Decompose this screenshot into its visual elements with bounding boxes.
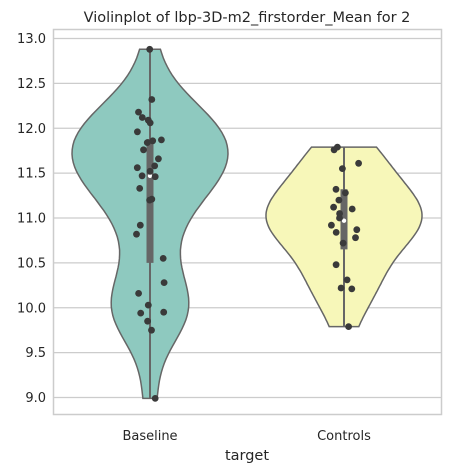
data-point: [155, 155, 162, 163]
x-tick-label: Baseline: [122, 429, 177, 444]
data-point: [353, 226, 361, 234]
data-point: [151, 395, 159, 402]
data-point: [328, 221, 335, 229]
data-point: [144, 317, 152, 325]
median-marker: [147, 173, 153, 179]
data-point: [133, 230, 140, 238]
data-point: [348, 285, 356, 293]
data-point: [148, 96, 156, 103]
data-point: [343, 276, 351, 284]
data-point: [345, 323, 352, 330]
data-point: [135, 108, 142, 116]
data-point: [348, 205, 356, 213]
data-point: [335, 196, 343, 204]
y-tick-label: 12.5: [17, 77, 46, 92]
data-point: [146, 45, 154, 53]
y-tick-label: 13.0: [17, 32, 46, 47]
y-tick-label: 10.5: [17, 256, 46, 271]
data-point: [151, 162, 159, 170]
data-point: [330, 203, 337, 211]
data-point: [136, 185, 144, 192]
data-point: [330, 146, 338, 154]
y-tick-label: 12.0: [17, 122, 46, 137]
data-point: [339, 239, 347, 247]
data-point: [146, 167, 154, 175]
x-tick-label: Controls: [317, 429, 371, 444]
data-point: [158, 136, 165, 144]
data-point: [337, 284, 345, 292]
data-point: [143, 139, 151, 147]
y-tick-labels: 9.0 9.5 10.0 10.5 11.0 11.5 12.0 12.5 13.0: [17, 32, 46, 406]
data-point: [332, 185, 340, 193]
data-point: [352, 234, 359, 242]
data-point: [134, 128, 141, 136]
data-point: [160, 279, 168, 286]
data-point: [138, 172, 146, 180]
y-tick-label: 9.5: [25, 346, 46, 361]
data-point: [342, 189, 349, 197]
x-tick-labels: Baseline Controls: [122, 429, 371, 444]
data-point: [144, 301, 152, 309]
data-point: [137, 309, 145, 317]
data-point: [146, 119, 154, 127]
data-point: [133, 164, 141, 172]
data-point: [332, 261, 340, 269]
y-tick-label: 10.0: [17, 301, 46, 316]
data-point: [160, 308, 168, 316]
data-point: [355, 159, 362, 167]
data-point: [136, 221, 144, 229]
data-point: [149, 137, 157, 145]
data-points: [133, 45, 362, 402]
data-point: [151, 173, 159, 181]
data-point: [339, 165, 346, 173]
data-point: [138, 114, 146, 121]
data-point: [336, 214, 343, 222]
chart-title: Violinplot of lbp-3D-m2_firstorder_Mean …: [84, 10, 411, 26]
x-axis-label: target: [225, 448, 269, 464]
data-point: [140, 146, 147, 154]
data-point: [148, 326, 155, 334]
median-marker: [341, 218, 347, 223]
data-point: [146, 196, 154, 204]
y-tick-label: 11.5: [17, 167, 46, 182]
data-point: [159, 255, 167, 262]
y-tick-label: 9.0: [25, 391, 46, 406]
data-point: [332, 229, 340, 236]
data-point: [135, 290, 143, 297]
y-tick-label: 11.0: [17, 212, 46, 227]
